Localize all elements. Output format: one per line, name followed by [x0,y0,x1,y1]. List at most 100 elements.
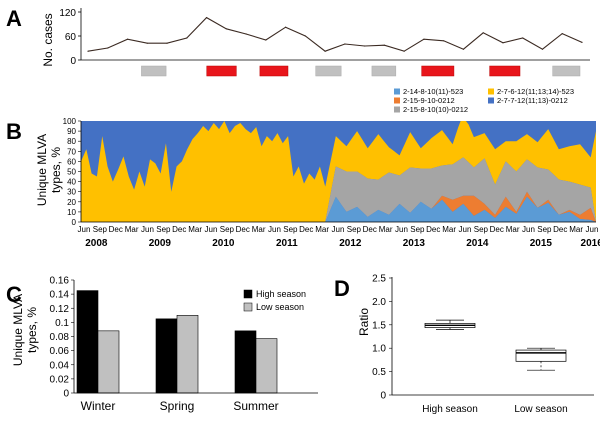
panel-b-month-tick-11: Mar [252,225,266,234]
panel-a-point-11 [304,35,306,37]
panel-b-ytick-label-8: 80 [67,137,76,146]
panel-b-years: 2008 2009 2010 2011 2012 2013 2014 2015 2016 [85,238,600,249]
panel-b-month-tick-2: Dec [109,225,123,234]
panel-c-ytick-label-0: 0 [63,389,69,400]
panel-c-bar-summer-low [255,338,278,394]
panel-b-month-tick-19: Mar [379,225,393,234]
panel-c-legend: High season Low season [243,289,306,312]
panel-c-legend-label-1: Low season [256,302,304,312]
panel-a-ytick-label-0: 0 [70,56,76,67]
panel-c-ytick-label-4: 0.08 [50,332,70,343]
panel-a-season-bar-low-3 [315,65,342,77]
panel-b-year-2010: 2010 [212,238,235,249]
panel-b-month-tick-28: Jun [522,225,535,234]
panel-d-ylabel: Ratio [357,308,371,336]
panel-a-point-12 [324,50,326,52]
panel-d-xlabels: High season Low season [422,404,567,415]
panel-c-ylabel-line1: Unique MLVA [11,294,25,366]
panel-d-ytick-label-2: 1.0 [372,344,386,355]
panel-a-ylabel: No. cases [41,13,55,66]
panel-b-legend-label-4: 2-7-7-12(11;13)-0212 [497,96,568,105]
panel-c-category-winter: Winter [81,399,116,413]
panel-c-ytick-label-5: 0.1 [55,318,69,329]
panel-b-areas [81,121,596,222]
panel-a-point-17 [423,38,425,40]
panel-a-point-21 [502,42,504,44]
panel-b-ylabel-line2: types, % [49,147,63,193]
panel-b-month-tick-22: Dec [426,225,440,234]
panel-b-legend-label-3: 2-7-6-12(11;13;14)-523 [497,87,574,96]
panel-b-legend-swatch-4 [488,97,494,104]
panel-a-point-8 [245,33,247,35]
panel-b-year-2016: 2016 [581,238,600,249]
panel-b-month-tick-12: Jun [268,225,281,234]
panel-d-ytick-label-3: 1.5 [372,320,386,331]
panel-b-month-tick-6: Dec [172,225,186,234]
panel-d-category-1: Low season [514,404,567,415]
panel-b-area-2-15-9-10-0212 [81,191,596,222]
panel-b-month-tick-32: Jun [586,225,599,234]
panel-b-ytick-label-1: 10 [67,208,76,217]
panel-c-legend-label-0: High season [256,289,306,299]
panel-b-month-tick-4: Jun [141,225,154,234]
panel-b-ylabel-line1: Unique MLVA [35,134,49,206]
panel-a-point-18 [443,40,445,42]
panel-c-ytick-label-1: 0.02 [50,374,70,385]
panel-b-month-tick-26: Dec [490,225,504,234]
panel-a-point-0 [87,50,89,52]
panel-a-point-19 [462,48,465,50]
panel-b-ytick-label-3: 30 [67,188,76,197]
panel-a-point-3 [146,42,148,44]
panel-a-point-5 [186,37,188,39]
panel-b-month-tick-23: Mar [442,225,456,234]
panel-b-month-tick-20: Jun [395,225,408,234]
panel-b-ytick-label-9: 90 [67,127,76,136]
panel-b-month-tick-17: Sep [347,225,362,234]
panel-b-year-2013: 2013 [403,238,426,249]
panel-a-point-6 [205,17,208,19]
panel-b-legend: 2-14-8-10(11)-5232-15-9-10-02122-15-8-10… [394,87,574,114]
panel-c-yticks: 0 0.02 0.04 0.06 0.08 0.1 0.12 0.14 0.16 [50,276,74,400]
panel-d-ytick-label-4: 2.0 [372,297,386,308]
panel-a-point-22 [522,37,524,39]
panel-b-area-2-14-8-10(11)-523 [81,196,596,222]
panel-b-month-tick-29: Sep [537,225,552,234]
panel-b-legend-swatch-3 [488,88,494,95]
panel-b-year-2008: 2008 [85,238,108,249]
panel-b-month-tick-24: Jun [459,225,472,234]
panel-b-month-tick-14: Dec [299,225,313,234]
panel-b-xticks: Jun Sep Dec Mar Jun Sep Dec Mar Jun Sep Dec Mar Jun S… [78,225,599,234]
panel-b-legend-label-1: 2-15-9-10-0212 [403,96,455,105]
panel-b-month-tick-25: Sep [474,225,489,234]
panel-c-bar-summer-high [234,330,257,394]
panel-a-point-16 [403,50,405,52]
panel-c-legend-swatch-1 [243,302,253,312]
panel-b-ytick-label-0: 0 [72,218,77,227]
panel-a-point-2 [126,38,129,40]
panel-b-legend-swatch-2 [394,106,400,113]
panel-c-ylabel-line2: types, % [25,307,39,353]
panel-b-year-2009: 2009 [149,238,172,249]
panel-a-ytick-label-2: 120 [59,8,76,19]
panel-c: C Unique MLVA types, % 0 0.02 0.04 0.06 0.08… [6,276,318,413]
panel-a-point-20 [482,32,484,34]
panel-d-category-0: High season [422,404,478,415]
panel-b-legend-swatch-1 [394,97,400,104]
panel-d-ytick-label-5: 2.5 [372,274,386,285]
panel-c-category-summer: Summer [233,399,278,413]
panel-a-plot [87,16,583,52]
panel-b-ytick-label-2: 20 [67,198,76,207]
panel-c-bar-winter-high [76,290,99,394]
panel-d-boxes [424,319,567,371]
panel-a: A No. cases 0 60 120 [6,6,590,77]
panel-a-point-13 [344,43,346,45]
panel-b-month-tick-18: Dec [363,225,377,234]
panel-a-point-14 [364,45,366,47]
panel-a-season-bar-low-7 [552,65,581,77]
panel-b-year-2012: 2012 [339,238,362,249]
panel-b-year-2014: 2014 [466,238,489,249]
